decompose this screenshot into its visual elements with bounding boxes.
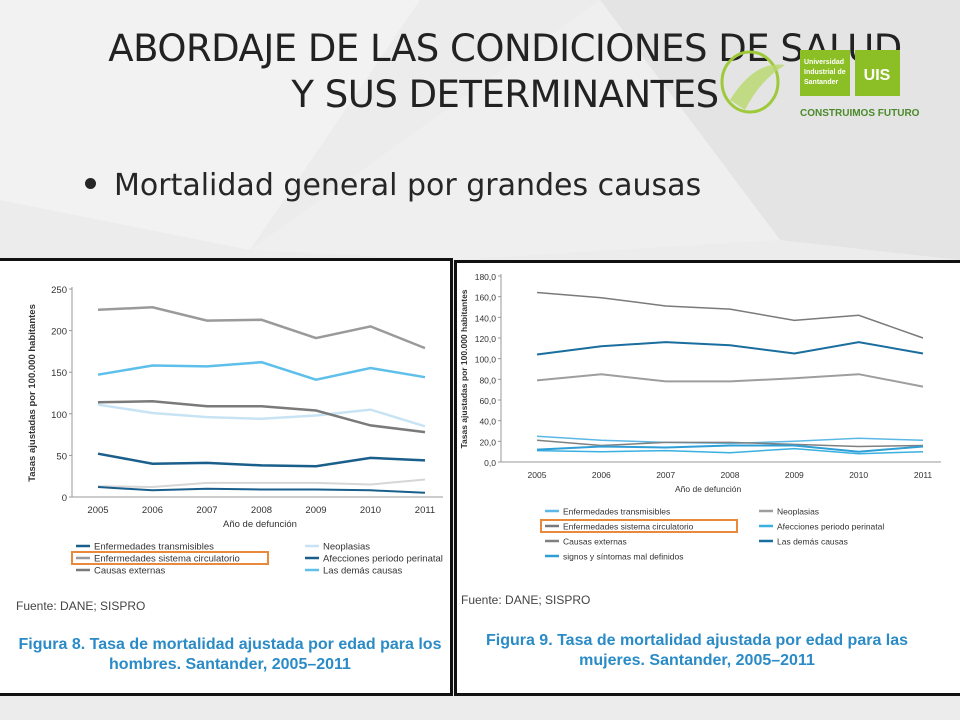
y-tick-label: 60,0 xyxy=(479,396,496,406)
x-tick-label: 2009 xyxy=(305,505,326,516)
caption-women-line2: mujeres. Santander, 2005–2011 xyxy=(579,652,815,669)
x-tick-label: 2005 xyxy=(528,470,547,480)
y-axis-label: Tasas ajustadas por 100.000 habitantes xyxy=(459,289,469,448)
bullet-dot-icon xyxy=(85,178,96,189)
caption-men-line2: hombres. Santander, 2005–2011 xyxy=(109,656,351,673)
caption-men-line1: Figura 8. Tasa de mortalidad ajustada po… xyxy=(18,636,442,653)
x-tick-label: 2009 xyxy=(785,470,804,480)
legend-label: signos y síntomas mal definidos xyxy=(563,552,683,562)
x-axis-label: Año de defunción xyxy=(223,519,297,530)
bullet-item: Mortalidad general por grandes causas xyxy=(85,168,701,203)
chart-men: 0 50 100 150 200 250 2005 2006 2007 2008 2009 2010 2… xyxy=(27,285,443,577)
bullet-text: Mortalidad general por grandes causas xyxy=(114,168,702,203)
y-tick-label: 100,0 xyxy=(475,355,497,365)
legend-highlight-box xyxy=(71,551,269,565)
y-tick-label: 20,0 xyxy=(479,437,496,447)
legend-label: Enfermedades transmisibles xyxy=(563,507,670,517)
series-line xyxy=(536,373,924,388)
logo-slogan: CONSTRUIMOS FUTURO xyxy=(800,108,920,119)
logo-univ-line2: Industrial de xyxy=(804,69,846,76)
x-tick-label: 2007 xyxy=(656,470,675,480)
series-line xyxy=(536,341,924,356)
legend-label: Las demás causas xyxy=(323,566,402,577)
legend-label: Afecciones periodo perinatal xyxy=(323,554,443,565)
slide-title: ABORDAJE DE LAS CONDICIONES DE SALUD Y S… xyxy=(60,26,950,118)
legend-label: Neoplasias xyxy=(777,507,819,517)
series-line xyxy=(536,447,924,455)
y-tick-label: 150 xyxy=(51,368,67,379)
logo-univ-line3: Santander xyxy=(804,79,839,86)
legend-highlight-box xyxy=(540,519,738,533)
x-tick-label: 2010 xyxy=(360,505,381,516)
figure-panel-women: 0,0 20,0 40,0 60,0 80,0 100,0 120,0 140,0 160,0 1… xyxy=(454,260,960,696)
legend-label: Enfermedades sistema circulatorio xyxy=(563,522,694,532)
legend-label: Neoplasias xyxy=(323,542,370,553)
logo-univ-line1: Universidad xyxy=(804,59,844,66)
title-line-2: Y SUS DETERMINANTES xyxy=(291,73,719,116)
y-tick-label: 40,0 xyxy=(479,417,496,427)
legend-label: Afecciones periodo perinatal xyxy=(777,522,884,532)
series-line xyxy=(97,452,426,468)
logo-graphic: Universidad Industrial de Santander UIS … xyxy=(720,50,920,119)
x-tick-label: 2007 xyxy=(196,505,217,516)
uis-logo: Universidad Industrial de Santander UIS … xyxy=(700,40,940,140)
y-tick-label: 200 xyxy=(51,327,67,338)
y-tick-label: 80,0 xyxy=(479,375,496,385)
caption-women-line1: Figura 9. Tasa de mortalidad ajustada po… xyxy=(485,632,909,649)
x-tick-label: 2010 xyxy=(849,470,868,480)
source-women: Fuente: DANE; SISPRO xyxy=(461,593,591,607)
x-tick-label: 2011 xyxy=(415,505,435,516)
chart-women: 0,0 20,0 40,0 60,0 80,0 100,0 120,0 140,0 160,0 1… xyxy=(459,272,941,562)
logo-initials: UIS xyxy=(864,67,891,84)
series-line xyxy=(97,306,426,350)
figure-panel-men: 0 50 100 150 200 250 2005 2006 2007 2008 2009 2010 2… xyxy=(0,258,453,696)
y-tick-label: 180,0 xyxy=(475,272,497,282)
y-tick-label: 140,0 xyxy=(475,313,497,323)
series-line xyxy=(536,444,924,453)
x-tick-label: 2008 xyxy=(251,505,272,516)
y-tick-label: 0 xyxy=(62,493,67,504)
y-tick-label: 250 xyxy=(51,285,67,296)
y-tick-label: 160,0 xyxy=(475,293,497,303)
legend-label: Causas externas xyxy=(94,566,166,577)
caption-men: Figura 8. Tasa de mortalidad ajustada po… xyxy=(10,635,450,675)
legend-label: Enfermedades transmisibles xyxy=(94,542,214,553)
caption-women: Figura 9. Tasa de mortalidad ajustada po… xyxy=(457,631,937,671)
legend-label: Causas externas xyxy=(563,537,627,547)
series-line xyxy=(97,478,426,489)
x-tick-label: 2008 xyxy=(721,470,740,480)
series-line xyxy=(97,400,426,434)
x-tick-label: 2006 xyxy=(142,505,163,516)
y-tick-label: 50 xyxy=(56,451,67,462)
x-axis-label: Año de defunción xyxy=(675,484,741,494)
x-tick-label: 2005 xyxy=(87,505,108,516)
y-tick-label: 100 xyxy=(51,410,67,421)
source-men: Fuente: DANE; SISPRO xyxy=(16,599,146,613)
y-axis-label: Tasas ajustadas por 100.000 habitantes xyxy=(27,304,38,482)
x-tick-label: 2006 xyxy=(592,470,611,480)
series-line xyxy=(97,486,426,494)
series-line xyxy=(97,360,426,381)
y-tick-label: 0,0 xyxy=(484,458,496,468)
series-line xyxy=(97,403,426,428)
legend-label: Las demás causas xyxy=(777,537,848,547)
series-line xyxy=(536,291,924,339)
legend-label: Enfermedades sistema circulatorio xyxy=(94,554,240,565)
series-line xyxy=(536,435,924,445)
y-tick-label: 120,0 xyxy=(475,334,497,344)
x-tick-label: 2011 xyxy=(914,470,933,480)
